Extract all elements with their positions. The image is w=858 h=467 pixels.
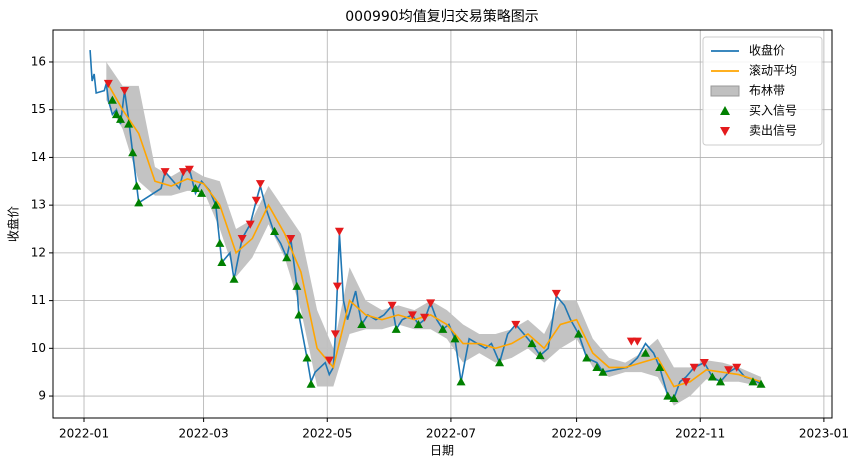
x-tick-label: 2022-07 (426, 427, 476, 441)
signal-marker (245, 220, 255, 229)
signal-marker (270, 226, 280, 235)
signal-marker (598, 367, 608, 376)
signal-marker (655, 362, 665, 372)
legend-label: 收盘价 (749, 43, 785, 58)
signal-marker (294, 310, 304, 319)
signal-marker (551, 289, 561, 298)
signal-marker (626, 337, 636, 346)
legend-swatch (720, 106, 730, 115)
signal-marker (420, 313, 430, 322)
signal-marker (407, 311, 417, 320)
signal-marker (334, 227, 344, 236)
signal-marker (707, 372, 717, 381)
y-tick-label: 16 (31, 54, 46, 68)
x-tick-label: 2022-03 (179, 427, 229, 441)
signal-marker (426, 299, 436, 308)
signal-marker (282, 253, 292, 262)
y-axis-label: 收盘价 (6, 206, 21, 242)
signal-marker (103, 79, 113, 88)
signal-marker (511, 320, 521, 329)
signal-marker (116, 114, 126, 123)
signal-marker (251, 196, 261, 205)
y-tick-label: 11 (31, 293, 46, 307)
signal-marker (324, 356, 334, 365)
x-tick-label: 2022-01 (59, 427, 109, 441)
y-tick-label: 13 (31, 198, 46, 212)
signal-marker (495, 358, 505, 367)
signal-marker (450, 334, 460, 343)
x-tick-label: 2022-05 (302, 427, 352, 441)
signal-marker (217, 257, 227, 267)
signal-marker (413, 319, 423, 329)
signal-marker (724, 366, 734, 375)
signal-marker (574, 329, 584, 338)
signal-marker (592, 362, 602, 372)
signal-marker (699, 359, 709, 368)
signal-marker (120, 87, 130, 96)
signal-marker (197, 188, 207, 197)
signal-marker (306, 379, 316, 388)
signal-marker (632, 337, 642, 346)
signal-marker (732, 363, 742, 372)
signal-marker (669, 393, 679, 403)
signal-marker (716, 377, 726, 386)
legend-label: 买入信号 (749, 104, 797, 118)
signal-marker (211, 200, 221, 209)
signal-marker (178, 168, 188, 177)
signal-marker (111, 109, 121, 119)
y-tick-label: 12 (31, 245, 46, 259)
signal-marker (132, 181, 142, 190)
x-tick-label: 2023-01 (799, 427, 849, 441)
signal-marker (160, 168, 170, 177)
signal-marker (124, 119, 134, 128)
y-tick-label: 10 (31, 341, 46, 355)
y-tick-label: 14 (31, 150, 46, 164)
signal-marker (438, 324, 448, 333)
signal-marker (229, 274, 239, 283)
signal-marker (184, 165, 194, 174)
signal-marker (456, 377, 466, 386)
signal-marker (215, 238, 225, 247)
signal-marker (748, 377, 758, 386)
signal-marker (756, 379, 766, 388)
signal-marker (535, 350, 545, 360)
chart-title: 000990均值复归交易策略图示 (345, 8, 538, 25)
signal-marker (332, 282, 342, 291)
legend-box (702, 36, 823, 146)
signal-marker (681, 378, 691, 387)
signal-marker (255, 180, 265, 189)
signal-marker (387, 301, 397, 310)
signal-marker (582, 353, 592, 362)
x-axis-label: 日期 (430, 444, 454, 458)
legend-label: 卖出信号 (749, 124, 797, 138)
signal-marker (302, 353, 312, 362)
signal-marker (527, 339, 537, 348)
legend-label: 滚动平均 (749, 63, 797, 78)
signal-marker (689, 363, 699, 372)
x-tick-label: 2022-09 (552, 427, 602, 441)
signal-marker (128, 148, 138, 157)
legend-label: 布林带 (749, 84, 785, 98)
x-tick-label: 2022-11 (675, 427, 725, 441)
signal-marker (663, 391, 673, 400)
legend-swatch (710, 85, 740, 97)
signal-marker (286, 234, 296, 244)
signal-marker (134, 198, 144, 207)
signal-marker (641, 348, 651, 357)
y-tick-label: 9 (38, 389, 46, 403)
signal-marker (237, 234, 247, 244)
signal-marker (107, 95, 117, 104)
signal-marker (191, 183, 201, 193)
bollinger-band (106, 61, 762, 406)
signal-marker (292, 281, 302, 290)
signal-marker (330, 330, 340, 339)
y-tick-label: 15 (31, 102, 46, 116)
legend-swatch (720, 127, 730, 136)
signal-marker (357, 319, 367, 329)
signal-marker (391, 324, 401, 333)
price-line (105, 80, 762, 388)
plot-frame (52, 29, 833, 419)
